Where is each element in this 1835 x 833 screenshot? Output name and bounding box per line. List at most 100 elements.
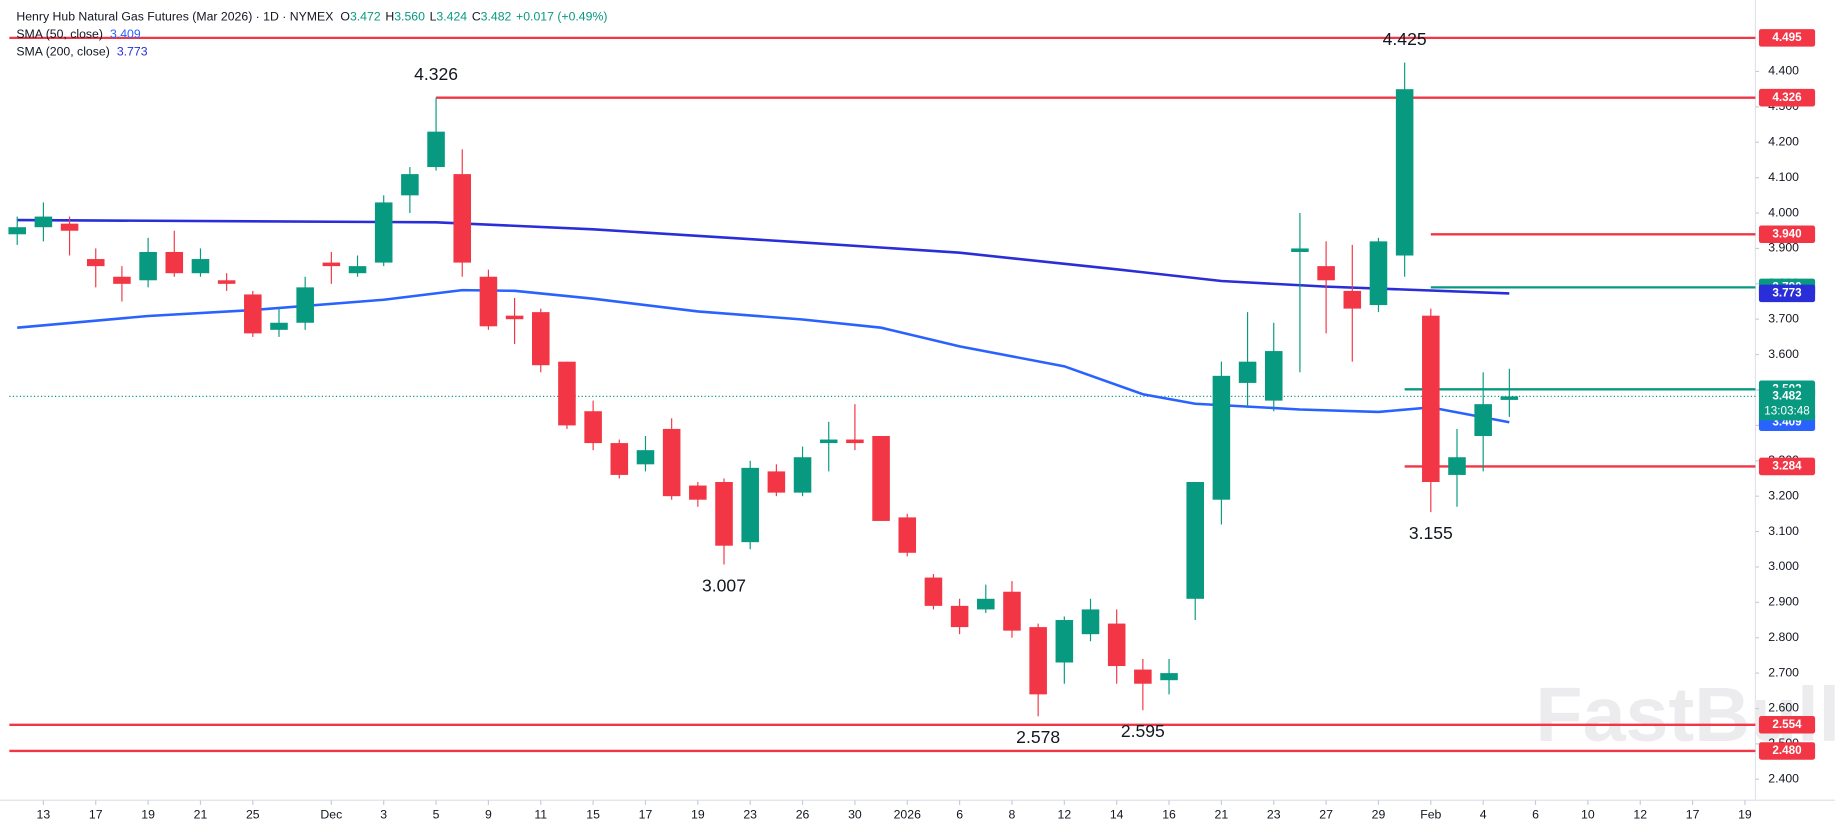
sma-box-bg bbox=[1758, 284, 1816, 303]
candle-body bbox=[846, 439, 864, 444]
extreme-label: 4.425 bbox=[1383, 29, 1427, 49]
level-box-bg bbox=[1758, 29, 1816, 47]
candle-body bbox=[113, 276, 131, 284]
candle-body bbox=[1055, 620, 1074, 663]
x-tick-label: 21 bbox=[194, 808, 208, 822]
candle-body bbox=[950, 605, 969, 628]
x-tick-label: 29 bbox=[1372, 808, 1386, 822]
level-box-bg bbox=[1758, 457, 1816, 476]
candle-body bbox=[401, 174, 419, 196]
candle-body bbox=[322, 262, 341, 267]
ohlc-key: O bbox=[340, 10, 350, 24]
candle-body bbox=[558, 361, 576, 426]
x-tick-label: 11 bbox=[534, 808, 547, 822]
candle-body bbox=[1422, 315, 1440, 483]
x-tick-label: 3 bbox=[380, 808, 387, 822]
y-tick-label: 3.100 bbox=[1768, 524, 1799, 538]
extreme-label: 4.326 bbox=[414, 64, 458, 84]
candle-body bbox=[505, 315, 524, 320]
candle-body bbox=[872, 436, 890, 521]
candle-body bbox=[139, 251, 157, 281]
candle-body bbox=[427, 131, 445, 168]
candle-body bbox=[86, 259, 105, 267]
candle-body bbox=[767, 471, 786, 493]
candle-body bbox=[479, 276, 498, 327]
sma-line bbox=[17, 288, 1510, 424]
level-box: 3.940 bbox=[1758, 225, 1816, 244]
x-tick-label: 6 bbox=[956, 808, 963, 822]
candle-body bbox=[741, 467, 759, 543]
candle-body bbox=[1107, 623, 1126, 667]
countdown: 13:03:48 bbox=[1764, 405, 1810, 418]
last-price-box: 3.482 13:03:48 bbox=[1758, 387, 1816, 421]
candle-body bbox=[1448, 457, 1466, 475]
candle-body bbox=[348, 266, 367, 274]
y-tick-label: 2.800 bbox=[1768, 630, 1799, 644]
level-box-text: 2.554 bbox=[1772, 718, 1802, 731]
candle-body bbox=[1212, 375, 1231, 500]
x-tick-label: 26 bbox=[796, 808, 810, 822]
candle-body bbox=[924, 577, 943, 606]
candle-body bbox=[819, 439, 838, 444]
header-change: +0.017 (+0.49%) bbox=[516, 10, 607, 24]
candle-body bbox=[217, 280, 236, 284]
x-tick-label: 5 bbox=[433, 808, 440, 822]
last-price-box-text: 3.482 bbox=[1772, 389, 1802, 402]
x-tick-label: 19 bbox=[141, 808, 155, 822]
y-tick-label: 3.200 bbox=[1768, 488, 1799, 502]
x-tick-label: 2026 bbox=[894, 808, 921, 822]
legend-name: SMA (50, close) bbox=[16, 27, 103, 41]
x-tick-label: 4 bbox=[1480, 808, 1487, 822]
level-box-text: 3.940 bbox=[1772, 227, 1802, 240]
sma-line bbox=[17, 218, 1510, 295]
x-tick-label: 17 bbox=[89, 808, 103, 822]
level-box-bg bbox=[1758, 742, 1816, 760]
level-box: 4.326 bbox=[1758, 88, 1816, 107]
candle-body bbox=[636, 450, 655, 465]
y-tick-label: 2.600 bbox=[1768, 701, 1799, 715]
x-tick-label: 19 bbox=[1738, 808, 1752, 822]
candle-body bbox=[1081, 609, 1100, 635]
ohlc-key: H bbox=[385, 10, 394, 24]
y-tick-label: 3.700 bbox=[1768, 311, 1799, 325]
candle-body bbox=[1186, 482, 1204, 599]
candle-body bbox=[793, 457, 812, 493]
sma-box-text: 3.773 bbox=[1772, 286, 1802, 299]
level-box-bg bbox=[1758, 88, 1816, 107]
y-tick-label: 3.900 bbox=[1768, 241, 1799, 255]
ohlc-value: 3.482 bbox=[481, 10, 512, 24]
candle-body bbox=[1134, 669, 1152, 684]
candle-body bbox=[191, 259, 210, 274]
candle-body bbox=[34, 216, 53, 228]
x-tick-label: 17 bbox=[1686, 808, 1700, 822]
candle-body bbox=[1500, 396, 1519, 400]
candle-body bbox=[1317, 266, 1335, 281]
candle-body bbox=[296, 287, 314, 323]
y-tick-label: 4.200 bbox=[1768, 135, 1799, 149]
candle-body bbox=[453, 174, 472, 263]
candle-body bbox=[1160, 673, 1178, 681]
header-title: Henry Hub Natural Gas Futures (Mar 2026)… bbox=[16, 10, 333, 24]
y-tick-label: 2.400 bbox=[1768, 772, 1799, 786]
x-tick-label: 14 bbox=[1110, 808, 1124, 822]
candle-body bbox=[1395, 89, 1414, 256]
x-tick-label: 13 bbox=[37, 808, 51, 822]
candle-body bbox=[898, 517, 917, 553]
x-tick-label: Dec bbox=[320, 808, 342, 822]
ohlc-value: 3.560 bbox=[394, 10, 425, 24]
x-tick-label: 23 bbox=[743, 808, 757, 822]
y-tick-label: 3.600 bbox=[1768, 347, 1799, 361]
x-tick-label: Feb bbox=[1420, 808, 1441, 822]
candle-body bbox=[1474, 404, 1492, 437]
extreme-label: 3.155 bbox=[1409, 523, 1453, 543]
candle-body bbox=[1264, 351, 1283, 401]
extreme-label: 2.595 bbox=[1121, 721, 1165, 741]
x-tick-label: 17 bbox=[639, 808, 653, 822]
candle-body bbox=[1343, 290, 1362, 309]
level-box: 2.480 bbox=[1758, 742, 1816, 760]
level-box-text: 4.326 bbox=[1772, 91, 1802, 104]
last-price-box-bg bbox=[1758, 387, 1816, 421]
candle-body bbox=[1003, 591, 1021, 631]
